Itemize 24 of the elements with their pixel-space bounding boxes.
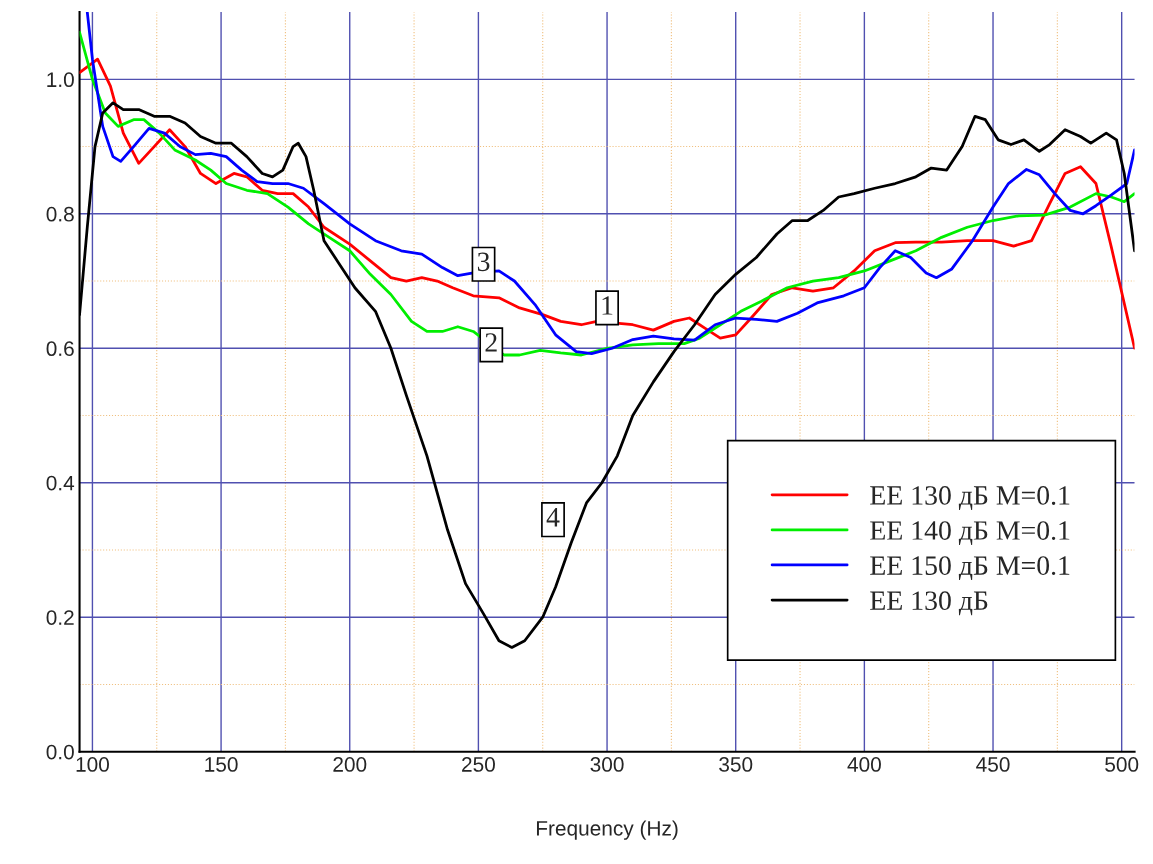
- x-tick-label: 350: [719, 757, 753, 772]
- y-tick-label: 0.0: [46, 744, 74, 760]
- x-tick-label: 250: [462, 757, 495, 772]
- y-tick-label: 1.0: [47, 72, 74, 88]
- y-tick-label: 0.8: [46, 206, 74, 222]
- x-tick-label: 150: [205, 757, 238, 772]
- annotation: 3: [477, 252, 490, 272]
- legend-label: EE 130 дБ: [870, 591, 988, 616]
- x-axis-title: Frequency (Hz): [536, 820, 678, 840]
- annotation: 2: [485, 333, 497, 352]
- y-tick-label: 0.4: [46, 475, 75, 491]
- y-tick-label: 0.2: [46, 610, 74, 625]
- x-tick-label: 450: [976, 757, 1010, 772]
- annotation: 1: [602, 296, 613, 315]
- x-tick-label: 200: [333, 757, 367, 772]
- legend-label: EE 150 дБ M=0.1: [870, 556, 1070, 581]
- x-tick-label: 100: [76, 757, 109, 772]
- x-tick-label: 300: [590, 757, 624, 772]
- annotation: 4: [546, 508, 560, 527]
- x-tick-label: 500: [1105, 757, 1139, 772]
- legend-label: EE 140 дБ M=0.1: [870, 521, 1070, 545]
- legend-label: EE 130 дБ M=0.1: [870, 486, 1070, 510]
- x-tick-label: 400: [847, 757, 881, 772]
- y-tick-label: 0.6: [46, 341, 74, 357]
